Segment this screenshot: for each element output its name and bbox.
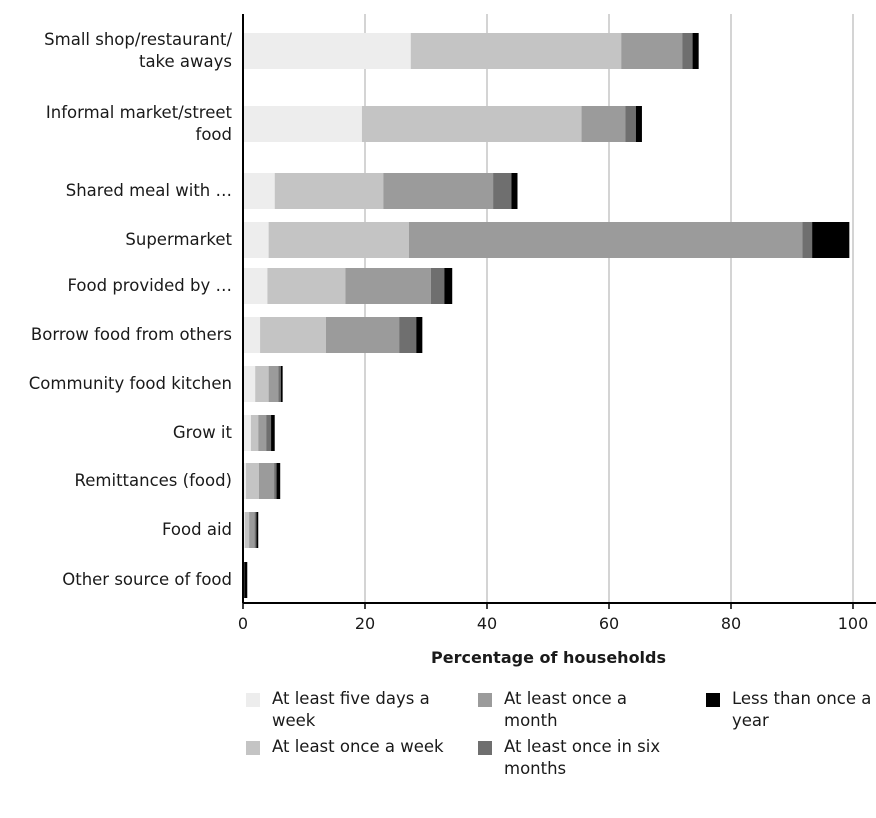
bar-segment bbox=[635, 106, 642, 142]
bar-segment bbox=[444, 268, 453, 304]
bar-segment bbox=[692, 33, 699, 69]
legend-label: At least once a week bbox=[272, 737, 444, 756]
bar-segment bbox=[243, 366, 256, 402]
bar-segment bbox=[345, 268, 431, 304]
bar-segment bbox=[271, 415, 275, 451]
bar-segment bbox=[325, 317, 400, 353]
bar-segment bbox=[278, 366, 281, 402]
bar-segment bbox=[812, 222, 850, 258]
bar-segment bbox=[243, 268, 268, 304]
bar-segment bbox=[258, 415, 267, 451]
legend-swatch bbox=[478, 693, 492, 707]
bar-segment bbox=[243, 33, 411, 69]
bar-segment bbox=[361, 106, 582, 142]
bar-segment bbox=[246, 463, 259, 499]
bar-segment bbox=[408, 222, 803, 258]
bar-segment bbox=[254, 512, 257, 548]
legend-item: At least once in six months bbox=[478, 736, 683, 780]
bar-segment bbox=[625, 106, 636, 142]
bar-segment bbox=[244, 562, 248, 598]
bar-segment bbox=[399, 317, 417, 353]
legend-label: Less than once a year bbox=[732, 689, 872, 730]
y-category-label: Borrow food from others bbox=[30, 325, 232, 344]
y-category-label: Grow it bbox=[172, 423, 232, 442]
bar-segment bbox=[268, 222, 409, 258]
bar-segment bbox=[258, 463, 275, 499]
bar-segment bbox=[243, 222, 269, 258]
legend-swatch bbox=[246, 741, 260, 755]
y-category-label: Other source of food bbox=[62, 570, 232, 589]
x-tick-label: 100 bbox=[838, 614, 869, 633]
bar-segment bbox=[243, 415, 251, 451]
y-category-label: Food aid bbox=[162, 520, 232, 539]
x-tick-label: 80 bbox=[721, 614, 741, 633]
bar-segment bbox=[243, 173, 275, 209]
legend-swatch bbox=[246, 693, 260, 707]
x-tick-label: 0 bbox=[238, 614, 248, 633]
bar-segment bbox=[416, 317, 423, 353]
x-axis-title: Percentage of households bbox=[430, 648, 667, 667]
x-tick-label: 60 bbox=[599, 614, 619, 633]
y-category-label: Informal market/street food bbox=[45, 103, 232, 144]
legend-label: At least five days a week bbox=[272, 689, 430, 730]
bar-segment bbox=[276, 463, 281, 499]
bar-segment bbox=[243, 106, 362, 142]
bar-segment bbox=[250, 415, 259, 451]
bar-segment bbox=[802, 222, 813, 258]
bar-segment bbox=[383, 173, 494, 209]
y-category-label: Supermarket bbox=[125, 230, 232, 249]
legend-swatch bbox=[706, 693, 720, 707]
bar-segment bbox=[243, 463, 247, 499]
legend-item: At least five days a week bbox=[246, 688, 451, 732]
x-tick-label: 40 bbox=[477, 614, 497, 633]
bar-segment bbox=[274, 173, 384, 209]
x-tick-label: 20 bbox=[355, 614, 375, 633]
legend-swatch bbox=[478, 741, 492, 755]
bar-segment bbox=[493, 173, 512, 209]
y-category-label: Community food kitchen bbox=[28, 374, 232, 393]
bar-segment bbox=[255, 366, 269, 402]
bar-segment bbox=[280, 366, 283, 402]
bar-segment bbox=[274, 463, 277, 499]
y-category-label: Shared meal with … bbox=[65, 181, 232, 200]
bar-segment bbox=[581, 106, 626, 142]
y-category-label: Small shop/restaurant/ take aways bbox=[44, 30, 232, 71]
y-category-label: Food provided by … bbox=[67, 276, 232, 295]
bar-segment bbox=[249, 512, 255, 548]
bar-segment bbox=[430, 268, 445, 304]
bar-segment bbox=[244, 512, 250, 548]
legend-item: At least once a month bbox=[478, 688, 683, 732]
y-category-label: Remittances (food) bbox=[74, 471, 232, 490]
legend-label: At least once a month bbox=[504, 689, 628, 730]
bar-segment bbox=[267, 268, 346, 304]
legend-item: Less than once a year bbox=[706, 688, 876, 732]
bar-segment bbox=[268, 366, 279, 402]
bar-segment bbox=[511, 173, 518, 209]
bar-segment bbox=[621, 33, 683, 69]
bar-segment bbox=[682, 33, 693, 69]
bar-segment bbox=[256, 512, 259, 548]
bar-segment bbox=[410, 33, 622, 69]
bar-segment bbox=[266, 415, 272, 451]
legend-label: At least once in six months bbox=[504, 737, 661, 778]
bar-segment bbox=[243, 317, 261, 353]
legend-item: At least once a week bbox=[246, 736, 451, 758]
bar-segment bbox=[260, 317, 326, 353]
